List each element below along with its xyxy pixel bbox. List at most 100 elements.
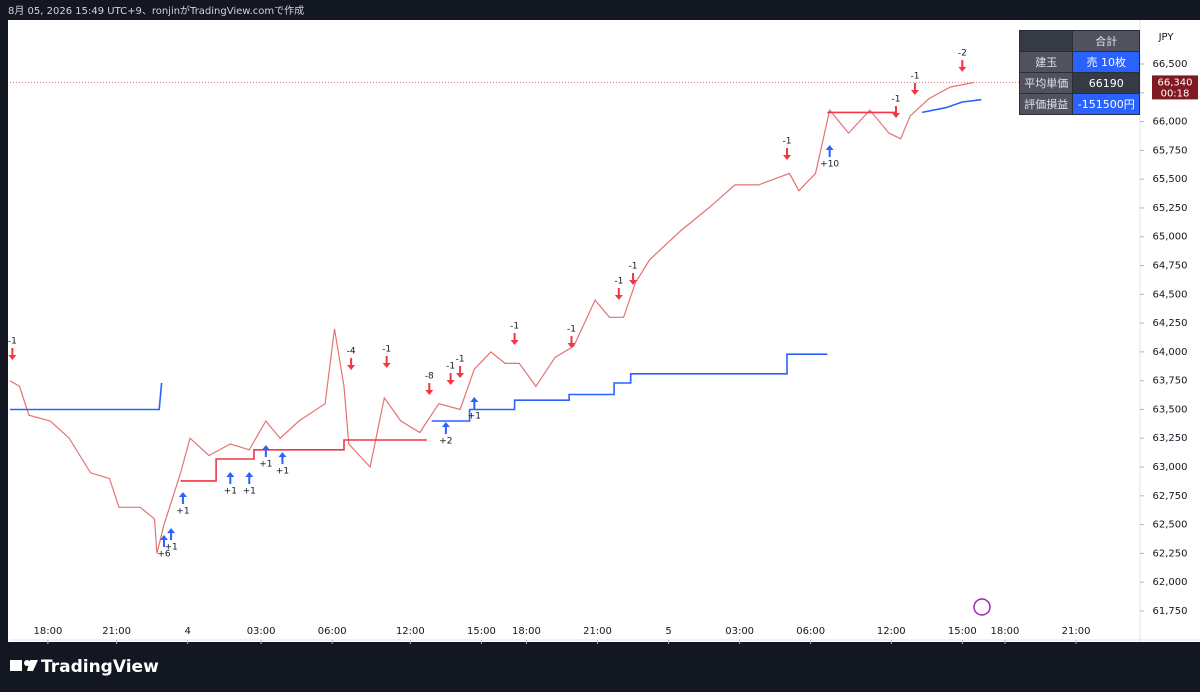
trade-arrow: [567, 335, 576, 348]
trade-label: +1: [224, 486, 237, 496]
x-tick-label: 03:00: [247, 626, 276, 637]
panel-value: -151500円: [1072, 93, 1140, 115]
x-tick-label: 06:00: [796, 626, 825, 637]
x-tick-label: 12:00: [396, 626, 425, 637]
x-tick-label: 03:00: [725, 626, 754, 637]
series-line: [180, 111, 896, 482]
y-tick-label: 63,500: [1153, 404, 1188, 415]
trade-arrow: [425, 382, 434, 395]
trade-label: +1: [243, 486, 256, 496]
trade-arrow: [245, 471, 254, 484]
trade-label: -1: [382, 345, 391, 355]
y-tick-label: 64,250: [1153, 318, 1188, 329]
trade-label: +1: [176, 507, 189, 517]
y-tick-label: 64,500: [1153, 289, 1188, 300]
trade-label: -1: [910, 71, 919, 81]
x-tick-label: 18:00: [512, 626, 541, 637]
alert-icon[interactable]: [973, 598, 991, 616]
trade-label: -2: [958, 48, 967, 58]
trade-label: -1: [510, 321, 519, 331]
x-tick-label: 21:00: [1062, 626, 1091, 637]
y-tick-label: 65,750: [1153, 145, 1188, 156]
trade-label: -1: [8, 336, 17, 346]
trade-arrow: [910, 82, 919, 95]
y-tick-label: 62,250: [1153, 548, 1188, 559]
x-tick-label: 21:00: [102, 626, 131, 637]
x-tick-label: 18:00: [33, 626, 62, 637]
trade-label: +1: [259, 460, 272, 470]
panel-value: 売 10枚: [1072, 51, 1140, 73]
y-tick-label: 65,000: [1153, 232, 1188, 243]
y-tick-label: 63,000: [1153, 462, 1188, 473]
y-tick-label: 62,500: [1153, 520, 1188, 531]
last-price-box: [1152, 75, 1198, 100]
y-tick-label: 63,250: [1153, 433, 1188, 444]
trade-arrow: [278, 452, 287, 465]
trade-arrow: [178, 492, 187, 505]
trade-label: -1: [446, 362, 455, 372]
y-tick-label: 63,750: [1153, 376, 1188, 387]
panel-key: 平均単価: [1018, 72, 1074, 94]
trade-label: +2: [439, 437, 452, 447]
trade-label: -1: [892, 94, 901, 104]
y-tick-label: 64,750: [1153, 261, 1188, 272]
y-tick-label: 65,250: [1153, 203, 1188, 214]
x-tick-label: 12:00: [877, 626, 906, 637]
trade-arrow: [891, 105, 900, 118]
trade-arrow: [825, 144, 834, 157]
caption: 8月 05, 2026 15:49 UTC+9、ronjinがTradingVi…: [8, 4, 304, 17]
trade-label: -8: [425, 371, 434, 381]
countdown-label: 00:18: [1161, 88, 1190, 99]
trade-arrow: [8, 347, 17, 360]
trade-arrow: [629, 272, 638, 285]
trade-label: +1: [468, 412, 481, 422]
trade-label: -1: [567, 324, 576, 334]
x-tick-label: 18:00: [991, 626, 1020, 637]
trade-arrow: [261, 445, 270, 458]
trade-arrow: [167, 528, 176, 541]
trade-arrow: [441, 422, 450, 435]
panel-header: 合計: [1072, 30, 1140, 52]
y-tick-label: 64,000: [1153, 347, 1188, 358]
series-line: [9, 81, 975, 554]
x-tick-label: 4: [184, 626, 190, 637]
logo-text: TradingView: [41, 657, 159, 677]
trade-arrow: [159, 534, 168, 547]
trade-arrow: [226, 471, 235, 484]
panel-key: 建玉: [1018, 51, 1074, 73]
x-tick-label: 15:00: [467, 626, 496, 637]
x-tick-label: 15:00: [948, 626, 977, 637]
trade-arrow: [510, 332, 519, 345]
last-price-label: 66,340: [1158, 77, 1193, 88]
trade-arrow: [958, 59, 967, 72]
panel-value: 66190: [1072, 72, 1140, 94]
y-tick-label: 66,000: [1153, 117, 1188, 128]
trade-arrow: [347, 357, 356, 370]
trade-arrow: [446, 373, 455, 386]
series-line: [10, 98, 982, 422]
x-tick-label: 5: [665, 626, 671, 637]
y-tick-label: 62,750: [1153, 491, 1188, 502]
logo-mark: [10, 660, 38, 671]
trade-arrow: [614, 288, 623, 301]
trade-arrow: [783, 148, 792, 161]
y-tick-label: 62,000: [1153, 577, 1188, 588]
trade-arrow: [456, 366, 465, 379]
panel-blank: [1018, 30, 1074, 52]
trade-arrow: [470, 397, 479, 410]
x-tick-label: 21:00: [583, 626, 612, 637]
currency: JPY: [1158, 32, 1175, 43]
trade-label: +1: [276, 467, 289, 477]
position-panel: 合計 建玉売 10枚 平均単価 66190 評価損益 -151500円: [1018, 30, 1140, 115]
panel-key: 評価損益: [1018, 93, 1074, 115]
trade-label: -1: [456, 355, 465, 365]
trade-arrow: [382, 356, 391, 369]
y-tick-label: 65,500: [1153, 174, 1188, 185]
y-tick-label: 66,500: [1153, 59, 1188, 70]
trade-label: -1: [783, 137, 792, 147]
x-tick-label: 06:00: [318, 626, 347, 637]
trade-label: -1: [629, 261, 638, 271]
y-tick-label: 61,750: [1153, 606, 1188, 617]
